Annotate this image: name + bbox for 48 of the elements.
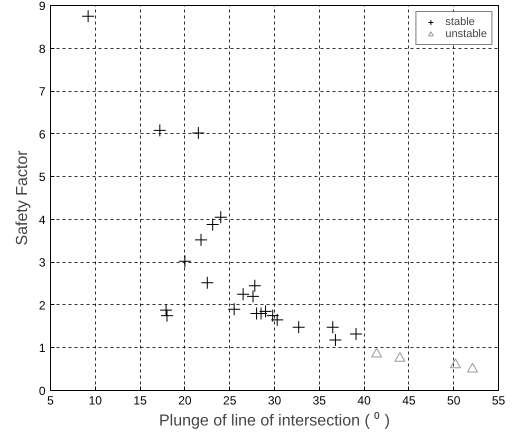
y-tick-label: 9 — [38, 0, 46, 13]
y-tick-label: 2 — [38, 298, 46, 312]
point — [266, 309, 280, 322]
y-tick-label: 7 — [38, 84, 46, 99]
point — [371, 348, 382, 358]
legend-label: stable — [445, 16, 475, 28]
y-tick-label: 1 — [38, 341, 46, 356]
point — [248, 279, 262, 292]
x-tick-label: 50 — [447, 394, 461, 408]
point — [270, 313, 284, 326]
point — [200, 276, 214, 290]
point — [246, 290, 260, 303]
point — [450, 358, 461, 368]
point — [394, 352, 406, 362]
point — [326, 320, 340, 334]
point — [259, 304, 272, 318]
y-tick-label: 0 — [38, 384, 46, 398]
y-tick-label: 8 — [38, 42, 46, 56]
y-axis-title: Safety Factor — [14, 150, 31, 246]
point — [328, 334, 342, 347]
y-tick-label: 4 — [38, 212, 46, 227]
point — [82, 10, 95, 23]
point — [192, 126, 205, 140]
y-tick-label: 6 — [38, 127, 46, 142]
x-tick-label: 25 — [223, 394, 237, 408]
point — [194, 233, 208, 246]
point — [153, 124, 166, 137]
x-tick-label: 35 — [312, 394, 326, 408]
x-tick-label: 45 — [402, 394, 416, 408]
point — [160, 309, 174, 322]
x-tick-label: 40 — [357, 394, 372, 408]
point — [228, 302, 241, 316]
x-axis-title: Plunge of line of intersection ( ⁰ ) — [158, 412, 390, 430]
x-tick-label: 5 — [47, 394, 54, 408]
point — [292, 320, 306, 334]
x-tick-label: 10 — [88, 394, 102, 408]
legend-label: unstable — [445, 28, 487, 40]
x-tick-label: 20 — [178, 394, 192, 408]
point — [467, 362, 478, 372]
y-tick-label: 3 — [38, 256, 46, 270]
x-tick-label: 15 — [133, 394, 148, 408]
point — [178, 254, 192, 268]
x-tick-label: 55 — [492, 394, 506, 408]
point — [160, 304, 173, 317]
point — [350, 328, 363, 341]
x-tick-label: 30 — [268, 394, 282, 408]
y-tick-label: 5 — [38, 170, 46, 184]
point — [236, 288, 250, 301]
